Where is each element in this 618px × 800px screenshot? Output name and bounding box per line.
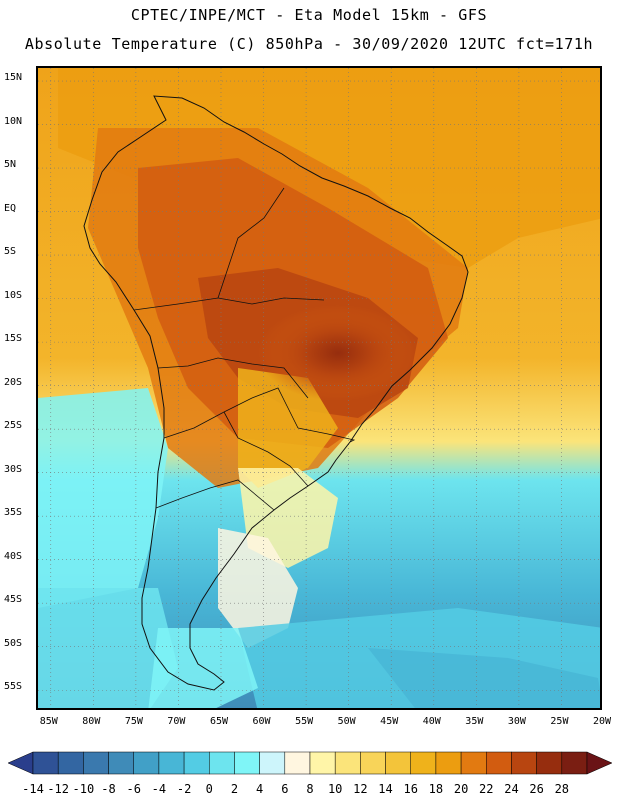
colorbar-swatch [511,751,537,775]
lat-label: 55S [4,681,23,693]
colorbar-swatch [360,751,386,775]
colorbar-level-label: 6 [281,782,289,796]
lon-label: 55W [295,716,314,727]
colorbar-level-label: 26 [529,782,544,796]
colorbar-swatch [32,751,59,775]
colorbar-swatch [385,751,411,775]
temperature-contour [38,388,168,608]
colorbar-level-label: 14 [378,782,393,796]
colorbar-swatch [57,751,84,775]
lat-label: 15S [4,333,23,345]
colorbar-level-label: 0 [205,782,213,796]
coastline [83,95,469,691]
lat-label: 20S [4,376,23,388]
chart-title-line2: Absolute Temperature (C) 850hPa - 30/09/… [24,35,594,53]
colorbar-level-label: 8 [306,782,314,796]
colorbar-swatch [410,751,437,775]
lon-label: 35W [465,716,484,727]
colorbar-level-label: -6 [126,782,141,796]
colorbar-level-label: -8 [101,782,116,796]
colorbar-swatch [183,751,210,775]
colorbar-level-label: 12 [353,782,368,796]
lat-label: 5S [4,246,17,258]
lat-label: 30S [4,463,23,475]
lat-label: EQ [4,202,17,214]
colorbar-swatch [108,751,134,775]
lat-label: 50S [4,637,23,649]
colorbar-swatch [536,751,563,775]
lat-label: 10S [4,289,23,301]
lon-label: 50W [337,716,356,727]
colorbar-swatch [460,751,487,775]
colorbar-level-label: -10 [72,782,95,796]
colorbar-swatch [133,751,160,775]
country-borders [133,187,356,511]
lat-label: 10N [4,115,23,127]
colorbar-swatch [209,751,235,775]
colorbar-level-label: 10 [327,782,343,796]
colorbar-swatch [83,751,109,775]
lon-label: 60W [252,716,271,727]
temperature-contour [148,628,258,708]
colorbar-swatch [309,751,336,775]
lon-label: 70W [167,716,186,727]
lat-label: 40S [4,550,23,562]
hot-core-contour [258,305,418,401]
temperature-contour [38,588,178,708]
colorbar-level-label: 4 [256,782,264,796]
lon-label: 75W [124,716,143,727]
colorbar-level-label: 2 [230,782,239,796]
colorbar-swatch [435,751,462,775]
colorbar-level-label: -12 [47,782,70,796]
lon-label: 45W [380,716,399,727]
lat-label: 35S [4,507,23,519]
colorbar-level-label: 22 [479,782,494,796]
lon-label: 85W [39,716,58,727]
colorbar-swatch [259,751,286,775]
temperature-contour [368,648,600,708]
colorbar-level-label: 18 [428,782,444,796]
lat-label: 5N [4,159,17,171]
map-frame [36,66,602,710]
colorbar-swatch [561,751,588,775]
lon-label: 25W [550,716,569,727]
colorbar-swatch [284,751,311,775]
lon-label: 80W [82,716,101,727]
lat-label: 45S [4,594,23,606]
lat-label: 15N [4,72,23,84]
colorbar-level-label: -14 [22,782,44,796]
lon-label: 65W [209,716,229,727]
colorbar-level-label: 20 [453,782,469,796]
colorbar-level-label: -2 [176,782,192,796]
colorbar-level-label: -4 [151,782,167,796]
lat-label: 25S [4,420,23,432]
temperature-field [38,68,600,708]
lon-label: 20W [592,716,612,727]
colorbar-max-arrow [586,751,613,775]
colorbar-level-label: 28 [554,782,570,796]
colorbar-min-arrow [7,751,34,775]
lon-label: 30W [507,716,526,727]
lon-label: 40W [422,716,441,727]
colorbar-swatch [158,751,185,775]
colorbar-swatch [486,751,512,775]
colorbar-swatch [234,751,260,775]
colorbar-swatch [334,751,361,775]
colorbar [7,751,613,775]
temperature-contour [218,528,298,648]
colorbar-level-label: 16 [403,782,418,796]
temperature-map [38,68,600,708]
colorbar-level-label: 24 [504,782,519,796]
lat-lon-grid [38,68,600,708]
chart-title-line1: CPTEC/INPE/MCT - Eta Model 15km - GFS [130,6,488,24]
